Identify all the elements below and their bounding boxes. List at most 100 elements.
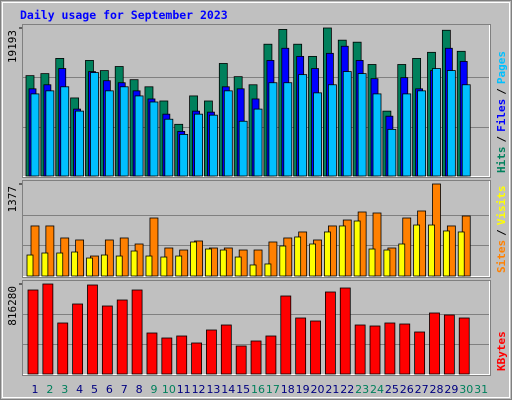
x-tick-label: 31: [474, 383, 488, 396]
x-tick-label: 30: [459, 383, 473, 396]
bar: [372, 212, 382, 277]
x-tick-label: 6: [106, 383, 113, 396]
bar: [323, 231, 331, 277]
legend-separator: /: [495, 136, 508, 143]
bar: [234, 256, 242, 277]
bar: [417, 90, 427, 177]
bar: [205, 248, 212, 277]
x-tick-label: 16: [251, 383, 265, 396]
x-tick-label: 28: [429, 383, 443, 396]
x-tick-label: 21: [325, 383, 339, 396]
bar: [264, 263, 272, 277]
bar: [268, 82, 278, 177]
x-tick-label: 20: [311, 383, 325, 396]
legend-entry: Pages: [495, 51, 508, 84]
x-tick-label: 24: [370, 383, 384, 396]
bar: [161, 337, 173, 375]
legend-separator: /: [495, 88, 508, 95]
legend-entry: Sites: [495, 240, 508, 273]
x-tick-label: 4: [76, 383, 83, 396]
x-tick-label: 17: [266, 383, 280, 396]
bar: [209, 114, 218, 177]
bar: [104, 90, 114, 177]
legend-entry: Files: [495, 99, 508, 132]
legend-separator: /: [495, 229, 508, 236]
x-tick-label: 9: [150, 383, 157, 396]
bar: [146, 332, 158, 375]
bar: [27, 289, 39, 375]
bar: [428, 224, 435, 277]
y-tick-label: 19193: [6, 30, 19, 63]
legend: Hits / Files / Pages: [495, 51, 508, 173]
bar: [26, 254, 34, 277]
bar: [220, 324, 232, 375]
bar: [179, 134, 189, 177]
x-tick-label: 18: [281, 383, 295, 396]
bar: [101, 305, 113, 375]
bar: [283, 82, 293, 177]
bar: [368, 248, 376, 277]
bar: [30, 225, 40, 277]
bar: [353, 220, 361, 277]
bar: [338, 225, 346, 277]
x-tick-label: 1: [32, 383, 39, 396]
bar: [41, 252, 49, 277]
x-tick-label: 19: [296, 383, 310, 396]
x-tick-label: 29: [444, 383, 458, 396]
bar: [164, 118, 174, 177]
bar: [160, 256, 168, 277]
x-tick-label: 23: [355, 383, 369, 396]
bar: [369, 325, 381, 375]
bar: [387, 128, 397, 177]
x-tick-label: 26: [400, 383, 414, 396]
bar: [45, 90, 55, 177]
bar: [90, 72, 99, 177]
bar: [115, 255, 123, 277]
bar: [176, 335, 188, 375]
bar: [457, 231, 465, 277]
bar: [250, 340, 262, 375]
bar: [75, 110, 85, 177]
y-tick-label: 816280: [6, 286, 19, 326]
x-tick-label: 14: [221, 383, 235, 396]
bar: [443, 314, 455, 375]
bar: [354, 324, 366, 375]
bar: [324, 291, 336, 375]
bar: [357, 73, 367, 177]
legend: Sites / Visits: [495, 186, 508, 274]
bar: [72, 303, 84, 375]
bar: [298, 74, 308, 177]
bar: [149, 101, 159, 177]
bar: [399, 323, 411, 375]
bar: [309, 243, 316, 277]
x-tick-label: 7: [121, 383, 128, 396]
x-tick-label: 13: [206, 383, 220, 396]
bar: [253, 108, 263, 177]
bar: [130, 250, 138, 277]
bar: [57, 322, 69, 375]
bar: [42, 283, 54, 375]
bar: [30, 93, 40, 177]
bar: [206, 329, 217, 375]
bar: [190, 241, 197, 277]
bar: [294, 236, 302, 277]
legend-entry: Hits: [495, 147, 508, 174]
bar: [87, 284, 98, 375]
bar: [191, 342, 202, 375]
legend: KBytes: [495, 331, 508, 371]
bar: [280, 295, 292, 375]
x-tick-label: 8: [136, 383, 143, 396]
bar: [56, 252, 64, 277]
bar: [194, 113, 203, 177]
x-tick-label: 3: [61, 383, 68, 396]
x-tick-label: 5: [91, 383, 98, 396]
bar: [235, 345, 247, 375]
bar: [145, 255, 153, 277]
bar: [134, 95, 144, 177]
bar: [116, 299, 128, 375]
bar: [442, 230, 450, 277]
bar: [238, 120, 248, 177]
bar: [414, 331, 426, 375]
